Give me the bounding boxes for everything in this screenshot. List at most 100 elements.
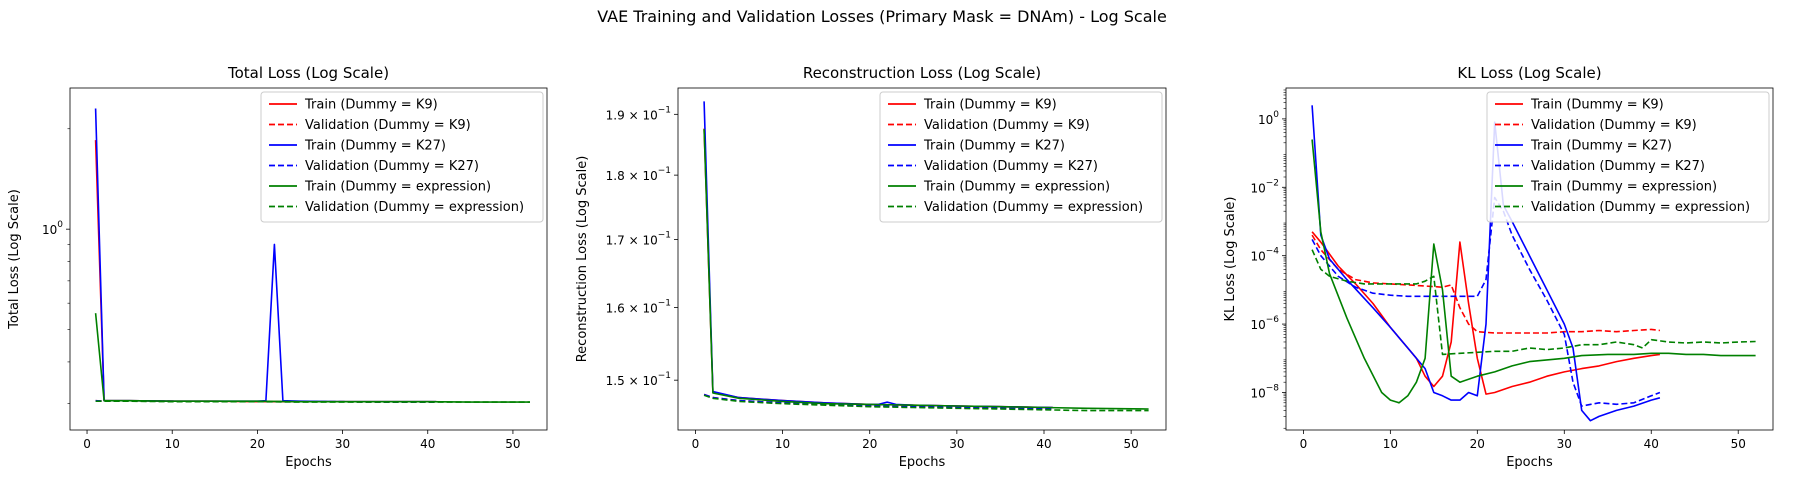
reconstruction-loss-ytick-base: 10 bbox=[642, 169, 657, 183]
reconstruction-loss-xtick-label: 10 bbox=[775, 437, 790, 451]
reconstruction-loss-ytick-times: × bbox=[625, 233, 643, 247]
kl-loss-xtick-label: 40 bbox=[1644, 437, 1659, 451]
total-loss-legend-label: Validation (Dummy = K27) bbox=[305, 159, 479, 174]
reconstruction-loss-ytick-exponent: −1 bbox=[658, 299, 671, 309]
kl-loss-axes-frame bbox=[1285, 87, 1774, 431]
reconstruction-loss-ytick-label: 1.7 × 10−1 bbox=[606, 230, 671, 247]
reconstruction-loss-ytick-times: × bbox=[625, 374, 643, 388]
figure-suptitle: VAE Training and Validation Losses (Prim… bbox=[597, 7, 1167, 26]
reconstruction-loss-title: Reconstruction Loss (Log Scale) bbox=[803, 64, 1041, 82]
kl-loss-panel: KL Loss (Log Scale)0 10 20 30 40 5010−810−610… bbox=[1223, 64, 1774, 470]
kl-loss-ytick-base: 10 bbox=[1250, 181, 1265, 195]
kl-loss-series-line-expression-validation bbox=[1311, 249, 1756, 356]
reconstruction-loss-ytick-exponent: −1 bbox=[658, 166, 671, 176]
reconstruction-loss-legend-label: Train (Dummy = K27) bbox=[923, 139, 1065, 154]
kl-loss-legend-box bbox=[1486, 91, 1770, 223]
reconstruction-loss-legend: Train (Dummy = K9) Validation (Dummy = K9… bbox=[879, 91, 1163, 223]
total-loss-xlabel: Epochs bbox=[285, 455, 332, 470]
total-loss-title: Total Loss (Log Scale) bbox=[227, 64, 389, 82]
reconstruction-loss-ytick-times: × bbox=[625, 108, 643, 122]
reconstruction-loss-xlabel: Epochs bbox=[899, 455, 946, 470]
kl-loss-xlabel: Epochs bbox=[1506, 455, 1553, 470]
kl-loss-ytick-label: 10−2 bbox=[1250, 178, 1279, 195]
total-loss-xtick-label: 50 bbox=[505, 437, 520, 451]
total-loss-legend-label: Validation (Dummy = K9) bbox=[305, 118, 471, 133]
reconstruction-loss-series-line-expression-validation bbox=[703, 394, 1149, 412]
kl-loss-ytick-base: 10 bbox=[1250, 386, 1265, 400]
reconstruction-loss-axes-frame bbox=[677, 87, 1167, 431]
total-loss-xtick-label: 0 bbox=[83, 437, 91, 451]
kl-loss-xtick-label: 20 bbox=[1470, 437, 1485, 451]
total-loss-legend-label: Train (Dummy = expression) bbox=[304, 180, 491, 195]
total-loss-xtick-label: 20 bbox=[250, 437, 265, 451]
kl-loss-xtick-label: 30 bbox=[1557, 437, 1572, 451]
total-loss-legend-box bbox=[260, 91, 544, 223]
reconstruction-loss-series-group bbox=[703, 101, 1149, 412]
reconstruction-loss-ytick-exponent: −1 bbox=[658, 105, 671, 115]
reconstruction-loss-ytick-base: 10 bbox=[642, 302, 657, 316]
kl-loss-series-line-K9-validation bbox=[1311, 234, 1661, 334]
kl-loss-ytick-label: 10−6 bbox=[1250, 315, 1279, 332]
total-loss-legend-label: Validation (Dummy = expression) bbox=[305, 200, 524, 215]
reconstruction-loss-ytick-label: 1.9 × 10−1 bbox=[606, 105, 671, 122]
reconstruction-loss-xtick-label: 50 bbox=[1124, 437, 1139, 451]
total-loss-axes-frame bbox=[69, 87, 548, 431]
total-loss-series-line-expression-train bbox=[94, 313, 530, 403]
total-loss-legend-label: Train (Dummy = K9) bbox=[304, 98, 438, 113]
reconstruction-loss-legend-label: Train (Dummy = K9) bbox=[923, 98, 1057, 113]
kl-loss-legend-label: Validation (Dummy = K27) bbox=[1531, 159, 1705, 174]
total-loss-legend-label: Train (Dummy = K27) bbox=[304, 139, 446, 154]
kl-loss-legend-label: Validation (Dummy = K9) bbox=[1531, 118, 1697, 133]
reconstruction-loss-series-line-expression-train bbox=[703, 129, 1149, 410]
kl-loss-ytick-exponent: −8 bbox=[1266, 383, 1280, 393]
reconstruction-loss-ylabel: Reconstruction Loss (Log Scale) bbox=[575, 156, 590, 363]
kl-loss-legend-label: Train (Dummy = expression) bbox=[1530, 180, 1717, 195]
reconstruction-loss-ytick-times: × bbox=[625, 302, 643, 316]
reconstruction-loss-legend-label: Validation (Dummy = K27) bbox=[924, 159, 1098, 174]
reconstruction-loss-ytick-mantissa: 1.5 bbox=[606, 374, 625, 388]
reconstruction-loss-legend-label: Validation (Dummy = K9) bbox=[924, 118, 1090, 133]
kl-loss-ytick-base: 10 bbox=[1250, 250, 1265, 264]
kl-loss-ytick-label: 100 bbox=[1258, 110, 1279, 127]
kl-loss-ytick-base: 10 bbox=[1258, 113, 1273, 127]
reconstruction-loss-xtick-label: 40 bbox=[1036, 437, 1051, 451]
kl-loss-ytick-exponent: −2 bbox=[1266, 178, 1279, 188]
reconstruction-loss-xtick-label: 30 bbox=[949, 437, 964, 451]
reconstruction-loss-ytick-exponent: −1 bbox=[658, 371, 671, 381]
kl-loss-xtick-label: 10 bbox=[1383, 437, 1398, 451]
reconstruction-loss-ytick-mantissa: 1.7 bbox=[606, 233, 625, 247]
kl-loss-xtick-label: 0 bbox=[1300, 437, 1308, 451]
kl-loss-ytick-exponent: 0 bbox=[1273, 110, 1279, 120]
kl-loss-ytick-exponent: −4 bbox=[1266, 247, 1280, 257]
reconstruction-loss-ytick-mantissa: 1.6 bbox=[606, 302, 625, 316]
reconstruction-loss-ytick-exponent: −1 bbox=[658, 230, 671, 240]
kl-loss-legend-label: Validation (Dummy = expression) bbox=[1531, 200, 1750, 215]
reconstruction-loss-ytick-label: 1.5 × 10−1 bbox=[606, 371, 671, 388]
total-loss-legend: Train (Dummy = K9) Validation (Dummy = K9… bbox=[260, 91, 544, 223]
reconstruction-loss-ytick-label: 1.6 × 10−1 bbox=[606, 299, 671, 316]
kl-loss-xtick-label: 50 bbox=[1731, 437, 1746, 451]
reconstruction-loss-xtick-label: 0 bbox=[692, 437, 700, 451]
reconstruction-loss-legend-box bbox=[879, 91, 1163, 223]
kl-loss-ytick-base: 10 bbox=[1250, 318, 1265, 332]
kl-loss-ytick-exponent: −6 bbox=[1266, 315, 1280, 325]
reconstruction-loss-ytick-base: 10 bbox=[642, 108, 657, 122]
kl-loss-series-group bbox=[1311, 105, 1756, 422]
kl-loss-ytick-label: 10−4 bbox=[1250, 247, 1279, 264]
total-loss-ytick-label: 100 bbox=[42, 220, 63, 237]
kl-loss-legend: Train (Dummy = K9) Validation (Dummy = K9… bbox=[1486, 91, 1770, 223]
total-loss-ytick-base: 10 bbox=[42, 223, 57, 237]
total-loss-xtick-label: 40 bbox=[420, 437, 435, 451]
reconstruction-loss-legend-label: Validation (Dummy = expression) bbox=[924, 200, 1143, 215]
total-loss-panel: Total Loss (Log Scale) 0 10 20 30 40 50 100 Epoc… bbox=[7, 64, 548, 470]
kl-loss-legend-label: Train (Dummy = K27) bbox=[1530, 139, 1672, 154]
kl-loss-ytick-label: 10−8 bbox=[1250, 383, 1279, 400]
total-loss-series-group bbox=[94, 108, 530, 403]
reconstruction-loss-ytick-times: × bbox=[625, 169, 643, 183]
kl-loss-ylabel: KL Loss (Log Scale) bbox=[1223, 196, 1238, 321]
total-loss-xtick-label: 30 bbox=[335, 437, 350, 451]
reconstruction-loss-ytick-base: 10 bbox=[642, 233, 657, 247]
kl-loss-series-line-expression-train bbox=[1311, 139, 1756, 404]
reconstruction-loss-ytick-mantissa: 1.9 bbox=[606, 108, 625, 122]
